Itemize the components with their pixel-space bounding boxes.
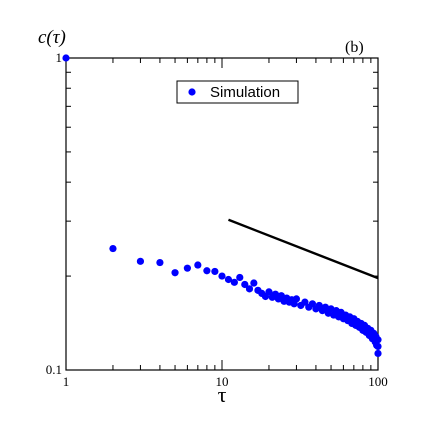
- legend-entry-simulation: Simulation: [210, 84, 280, 101]
- data-point: [218, 272, 226, 280]
- y-axis-title: c(τ): [38, 27, 66, 48]
- data-point: [245, 285, 254, 293]
- x-tick-label: 10: [216, 374, 229, 389]
- y-tick-label: 0.1: [46, 362, 62, 377]
- data-point: [250, 279, 258, 287]
- data-point: [241, 280, 249, 289]
- data-point: [321, 303, 329, 311]
- plot-frame: [65, 57, 379, 371]
- data-point: [315, 301, 323, 310]
- data-point: [265, 288, 273, 296]
- x-tick-label: 1: [63, 374, 70, 389]
- data-point: [156, 258, 164, 267]
- reference-power-law-line: [228, 218, 379, 280]
- data-point: [211, 267, 219, 276]
- legend-box: [176, 80, 299, 104]
- y-tick-label: 1: [56, 50, 63, 65]
- data-point: [308, 300, 317, 308]
- legend-marker: [188, 88, 196, 96]
- data-point: [171, 269, 179, 277]
- data-point: [230, 278, 238, 286]
- data-point: [194, 261, 202, 269]
- tick-marks: [65, 57, 379, 371]
- data-point: [292, 295, 301, 303]
- data-point: [374, 336, 382, 344]
- data-point: [109, 244, 117, 253]
- data-point: [136, 257, 145, 265]
- data-point: [203, 267, 211, 275]
- data-point: [183, 264, 191, 272]
- panel-label: (b): [345, 39, 364, 56]
- x-tick-label: 100: [368, 374, 388, 389]
- data-series: [62, 54, 382, 358]
- data-point: [277, 292, 285, 300]
- data-point: [62, 54, 70, 62]
- data-point: [301, 298, 309, 306]
- data-point: [374, 342, 382, 351]
- data-point: [224, 275, 233, 284]
- data-point: [374, 349, 382, 358]
- data-point: [236, 273, 244, 282]
- legend: Simulation: [176, 80, 299, 104]
- x-axis-title: τ: [218, 382, 227, 407]
